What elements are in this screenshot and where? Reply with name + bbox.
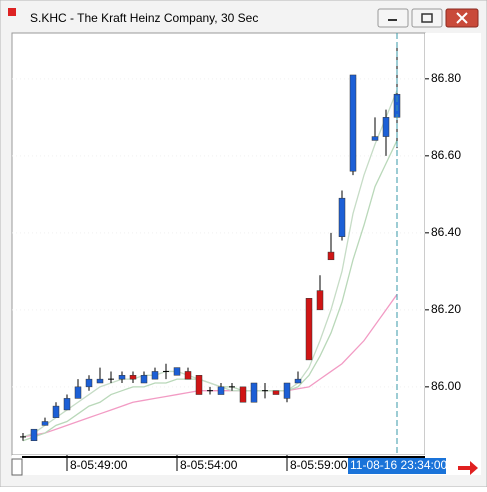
plot-layer: 86.00 86.20 86.40 86.60 86.80 8-05:49:00 8-05:… [12, 33, 461, 474]
candle-body [294, 378, 302, 384]
y-tick-label: 86.40 [431, 225, 461, 239]
candle-body [272, 390, 280, 395]
candle-body [195, 375, 203, 395]
app-icon [8, 8, 16, 16]
candle-body [371, 136, 379, 141]
x-tick-label: 8-05:59:00 [290, 458, 348, 472]
candle-body [338, 197, 346, 237]
candle-body [63, 398, 71, 411]
candle-body [140, 375, 148, 384]
scroll-box[interactable] [11, 458, 23, 476]
candle-body [184, 371, 192, 380]
moving-average [22, 90, 398, 438]
candle-body [129, 375, 137, 380]
candle-body [173, 367, 181, 376]
close-icon [456, 12, 468, 24]
candle-body [74, 386, 82, 399]
candle-body [85, 378, 93, 388]
candle-body [41, 421, 49, 426]
candle-body [316, 290, 324, 311]
candle-body [283, 382, 291, 399]
x-tick-label: 8-05:54:00 [180, 458, 238, 472]
crosshair-label-bg [348, 458, 446, 474]
y-tick-label: 86.00 [431, 379, 461, 393]
crosshair-label: 11-08-16 23:34:00 [350, 458, 448, 472]
x-tick-label: 8-05:49:00 [70, 458, 128, 472]
scroll-right-arrow[interactable] [458, 461, 478, 475]
candle-body [30, 428, 38, 442]
candle-body [349, 74, 357, 172]
window-title: S.KHC - The Kraft Heinz Company, 30 Sec [30, 11, 258, 25]
maximize-icon [421, 13, 433, 23]
candle-body [327, 251, 335, 261]
candle-body [151, 371, 159, 380]
candle-body [96, 378, 104, 384]
y-tick-label: 86.60 [431, 148, 461, 162]
candle-body [382, 117, 390, 137]
candle-body [250, 382, 258, 403]
price-axis [425, 33, 481, 455]
y-tick-label: 86.80 [431, 71, 461, 85]
minimize-button[interactable] [377, 8, 409, 28]
candle-body [239, 386, 247, 403]
y-tick-label: 86.20 [431, 302, 461, 316]
candle-body [305, 298, 313, 361]
candle-body [118, 375, 126, 380]
maximize-button[interactable] [411, 8, 443, 28]
candle-body [52, 405, 60, 418]
candle-body [217, 386, 225, 395]
